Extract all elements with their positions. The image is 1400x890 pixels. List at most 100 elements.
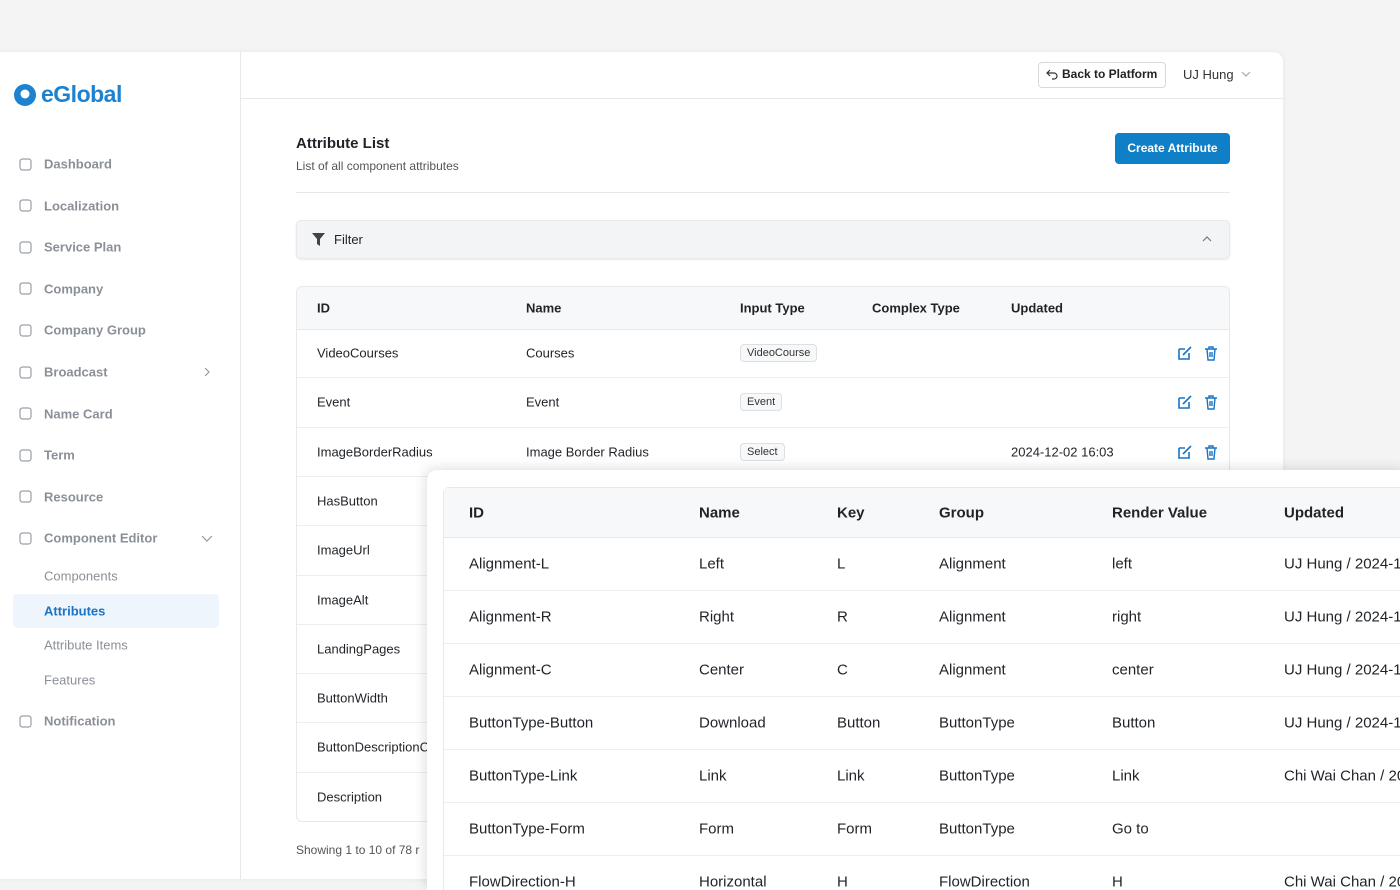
- table-cell: Center: [699, 662, 744, 679]
- table-cell: Button: [1112, 715, 1155, 732]
- page-subtitle: List of all component attributes: [296, 159, 459, 173]
- menu-icon: [18, 323, 33, 338]
- menu-icon: [18, 531, 33, 546]
- table-cell: FlowDirection-H: [469, 874, 576, 890]
- menu-item[interactable]: Company Group: [44, 323, 146, 338]
- table-cell: Button: [837, 715, 880, 732]
- table-cell: UJ Hung / 2024-1: [1284, 609, 1400, 626]
- edit-icon: [1177, 394, 1193, 410]
- menu-item[interactable]: Dashboard: [44, 157, 112, 172]
- table-cell: ButtonType: [939, 768, 1015, 785]
- menu-icon: [18, 365, 33, 380]
- edit-icon: [1177, 345, 1193, 361]
- table-cell: Alignment-R: [469, 609, 552, 626]
- menu-item[interactable]: Localization: [44, 198, 119, 213]
- column-header: Group: [939, 505, 984, 522]
- column-header: Updated: [1011, 301, 1063, 316]
- table-cell: Alignment: [939, 556, 1006, 573]
- table-cell: Image Border Radius: [526, 444, 649, 459]
- column-header: Complex Type: [872, 301, 960, 316]
- page-title: Attribute List: [296, 135, 389, 152]
- user-chevron: [1240, 70, 1252, 78]
- table-cell: Chi Wai Chan / 20: [1284, 874, 1400, 890]
- expand-chevron: [202, 366, 212, 378]
- menu-item[interactable]: Resource: [44, 489, 103, 504]
- table-cell: Horizontal: [699, 874, 767, 890]
- table-cell: Alignment: [939, 662, 1006, 679]
- table-cell: center: [1112, 662, 1154, 679]
- table-cell: R: [837, 609, 848, 626]
- table-cell: left: [1112, 556, 1132, 573]
- table-cell: ImageUrl: [317, 543, 370, 558]
- table-cell: Alignment: [939, 609, 1006, 626]
- table-cell: H: [837, 874, 848, 890]
- menu-item[interactable]: Notification: [44, 714, 116, 729]
- menu-icon: [18, 240, 33, 255]
- menu-icon: [18, 198, 33, 213]
- menu-item[interactable]: Component Editor: [44, 531, 157, 546]
- filter-chevron: [1201, 235, 1213, 243]
- table-cell: UJ Hung / 2024-1: [1284, 556, 1400, 573]
- table-cell: Link: [699, 768, 727, 785]
- table-cell: Link: [1112, 768, 1140, 785]
- menu-item[interactable]: Broadcast: [44, 365, 108, 380]
- table-cell: LandingPages: [317, 641, 400, 656]
- row-divider: [444, 855, 1400, 856]
- menu-icon: [18, 448, 33, 463]
- column-header: Render Value: [1112, 505, 1207, 522]
- table-cell: ButtonType: [939, 715, 1015, 732]
- back-icon: [1046, 68, 1058, 80]
- sidebar: [0, 52, 241, 879]
- table-cell: Description: [317, 789, 382, 804]
- table-cell: ButtonType: [939, 821, 1015, 838]
- table-cell: Form: [837, 821, 872, 838]
- submenu-item[interactable]: Components: [44, 569, 118, 584]
- menu-item[interactable]: Term: [44, 448, 75, 463]
- table-cell: H: [1112, 874, 1123, 890]
- table-cell: UJ Hung / 2024-1: [1284, 715, 1400, 732]
- table-cell: L: [837, 556, 845, 573]
- create-button[interactable]: Create Attribute: [1115, 133, 1230, 164]
- row-divider: [297, 377, 1229, 378]
- column-header: ID: [317, 301, 330, 316]
- menu-icon: [18, 489, 33, 504]
- delete-icon: [1203, 444, 1219, 460]
- logo-icon: [12, 82, 40, 108]
- submenu-item[interactable]: Attributes: [44, 603, 105, 618]
- menu-icon: [18, 281, 33, 296]
- column-header: Key: [837, 505, 865, 522]
- table-cell: Chi Wai Chan / 20: [1284, 768, 1400, 785]
- row-divider: [297, 427, 1229, 428]
- table-cell: Download: [699, 715, 766, 732]
- back-button-label: Back to Platform: [1062, 67, 1157, 81]
- menu-item[interactable]: Name Card: [44, 406, 113, 421]
- menu-icon: [18, 406, 33, 421]
- table-cell: Link: [837, 768, 865, 785]
- row-divider: [444, 802, 1400, 803]
- menu-item[interactable]: Company: [44, 281, 103, 296]
- table-cell: Right: [699, 609, 734, 626]
- divider: [296, 192, 1230, 193]
- collapse-chevron: [200, 534, 214, 543]
- table-cell: ButtonType-Link: [469, 768, 577, 785]
- row-divider: [444, 749, 1400, 750]
- table-cell: Alignment-C: [469, 662, 552, 679]
- row-divider: [444, 643, 1400, 644]
- column-header: Name: [699, 505, 740, 522]
- menu-icon: [18, 157, 33, 172]
- user-name[interactable]: UJ Hung: [1183, 67, 1234, 82]
- table-cell: Event: [526, 395, 559, 410]
- filter-bar[interactable]: [296, 220, 1230, 259]
- delete-icon: [1203, 345, 1219, 361]
- menu-item[interactable]: Service Plan: [44, 240, 121, 255]
- table-cell: VideoCourses: [317, 346, 398, 361]
- input-type-badge: VideoCourse: [740, 344, 817, 362]
- delete-icon: [1203, 394, 1219, 410]
- table-cell: Courses: [526, 346, 574, 361]
- submenu-item[interactable]: Attribute Items: [44, 638, 128, 653]
- submenu-item[interactable]: Features: [44, 673, 95, 688]
- filter-label: Filter: [334, 232, 363, 247]
- table-cell: ButtonDescriptionC: [317, 740, 429, 755]
